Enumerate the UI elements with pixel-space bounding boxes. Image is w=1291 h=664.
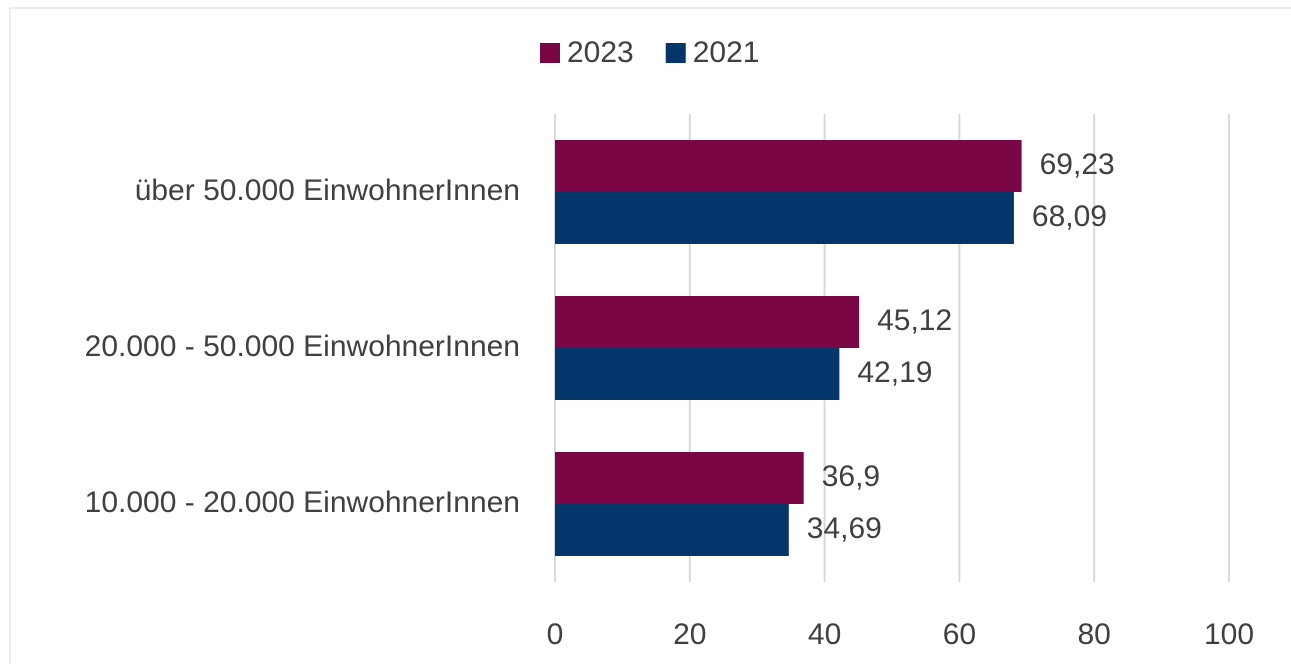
data-label: 45,12 <box>877 304 952 337</box>
bar <box>555 504 789 556</box>
bar <box>555 348 840 400</box>
data-label: 68,09 <box>1032 200 1107 233</box>
data-label: 69,23 <box>1040 148 1115 181</box>
x-tick-label: 100 <box>1204 618 1254 651</box>
data-label: 36,9 <box>822 460 880 493</box>
bar <box>555 140 1022 192</box>
x-tick-label: 0 <box>547 618 564 651</box>
legend-label: 2023 <box>567 36 634 69</box>
y-tick-label: 20.000 - 50.000 EinwohnerInnen <box>85 330 520 363</box>
x-tick-label: 60 <box>943 618 976 651</box>
data-label: 34,69 <box>807 512 882 545</box>
x-tick-label: 40 <box>808 618 841 651</box>
legend-swatch <box>540 43 560 63</box>
bar <box>555 192 1014 244</box>
x-tick-label: 20 <box>673 618 706 651</box>
bar <box>555 452 804 504</box>
bar <box>555 296 860 348</box>
y-tick-label: 10.000 - 20.000 EinwohnerInnen <box>85 486 520 519</box>
data-label: 42,19 <box>857 356 932 389</box>
x-tick-label: 80 <box>1078 618 1111 651</box>
legend-label: 2021 <box>693 36 760 69</box>
legend-swatch <box>665 43 686 63</box>
y-tick-label: über 50.000 EinwohnerInnen <box>135 174 520 207</box>
